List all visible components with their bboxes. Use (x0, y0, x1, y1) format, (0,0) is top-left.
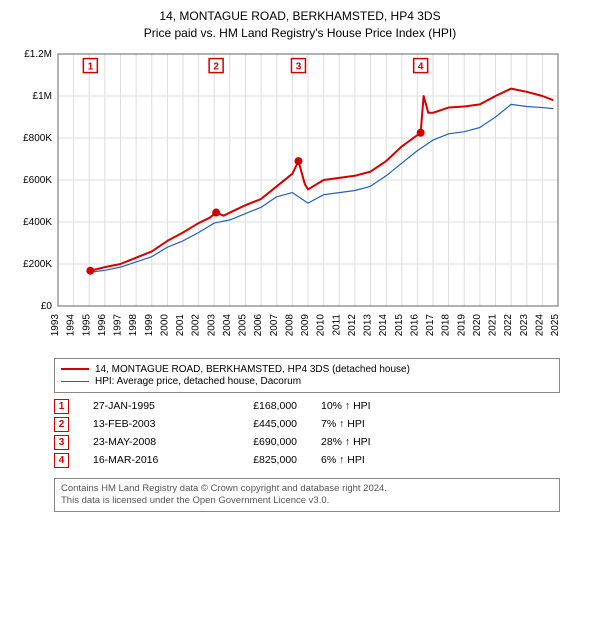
svg-text:£600K: £600K (23, 175, 52, 186)
svg-text:1998: 1998 (128, 313, 139, 336)
transaction-date: 27-JAN-1995 (93, 400, 193, 412)
transaction-delta: 7% ↑ HPI (321, 418, 411, 430)
svg-text:1996: 1996 (97, 313, 108, 336)
legend-label: HPI: Average price, detached house, Daco… (95, 376, 301, 387)
svg-text:2: 2 (213, 61, 219, 72)
svg-text:2020: 2020 (472, 313, 483, 336)
transaction-price: £690,000 (217, 436, 297, 448)
price-chart: £0 £200K £400K £600K £800K £1M £1.2M 1993 1994 19… (12, 48, 572, 348)
svg-text:2009: 2009 (300, 313, 311, 336)
svg-text:2008: 2008 (284, 313, 295, 336)
legend-swatch (61, 381, 89, 382)
transaction-price: £445,000 (217, 418, 297, 430)
transaction-date: 13-FEB-2003 (93, 418, 193, 430)
svg-text:2004: 2004 (222, 313, 233, 336)
svg-text:2015: 2015 (394, 313, 405, 336)
transaction-delta: 6% ↑ HPI (321, 454, 411, 466)
svg-text:1993: 1993 (50, 313, 61, 336)
legend: 14, MONTAGUE ROAD, BERKHAMSTED, HP4 3DS … (54, 358, 560, 393)
transaction-row: 2 13-FEB-2003 £445,000 7% ↑ HPI (54, 417, 560, 432)
transaction-marker: 1 (54, 399, 69, 414)
footer-line-1: Contains HM Land Registry data © Crown c… (61, 483, 553, 495)
chart-container: £0 £200K £400K £600K £800K £1M £1.2M 1993 1994 19… (12, 48, 588, 348)
transaction-delta: 10% ↑ HPI (321, 400, 411, 412)
transaction-row: 4 16-MAR-2016 £825,000 6% ↑ HPI (54, 453, 560, 468)
svg-text:4: 4 (418, 61, 424, 72)
title-line-1: 14, MONTAGUE ROAD, BERKHAMSTED, HP4 3DS (12, 8, 588, 25)
svg-text:2013: 2013 (363, 313, 374, 336)
svg-text:£200K: £200K (23, 259, 52, 270)
svg-text:2001: 2001 (175, 313, 186, 336)
svg-text:£800K: £800K (23, 133, 52, 144)
svg-text:1994: 1994 (66, 313, 77, 336)
transaction-row: 1 27-JAN-1995 £168,000 10% ↑ HPI (54, 399, 560, 414)
transaction-row: 3 23-MAY-2008 £690,000 28% ↑ HPI (54, 435, 560, 450)
footer-line-2: This data is licensed under the Open Gov… (61, 495, 553, 507)
svg-text:2006: 2006 (253, 313, 264, 336)
transactions-table: 1 27-JAN-1995 £168,000 10% ↑ HPI 2 13-FEB-200… (54, 399, 560, 468)
svg-text:2025: 2025 (550, 313, 561, 336)
title-line-2: Price paid vs. HM Land Registry's House … (12, 25, 588, 42)
transaction-price: £825,000 (217, 454, 297, 466)
svg-text:2010: 2010 (316, 313, 327, 336)
legend-row: HPI: Average price, detached house, Daco… (61, 376, 553, 387)
svg-text:2016: 2016 (409, 313, 420, 336)
chart-title: 14, MONTAGUE ROAD, BERKHAMSTED, HP4 3DS … (12, 8, 588, 42)
svg-text:2022: 2022 (503, 313, 514, 336)
svg-text:2000: 2000 (159, 313, 170, 336)
transaction-marker: 4 (54, 453, 69, 468)
svg-text:2017: 2017 (425, 313, 436, 336)
legend-row: 14, MONTAGUE ROAD, BERKHAMSTED, HP4 3DS … (61, 364, 553, 375)
svg-text:1997: 1997 (113, 313, 124, 336)
svg-text:£1.2M: £1.2M (24, 49, 52, 60)
transaction-marker: 3 (54, 435, 69, 450)
svg-text:2014: 2014 (378, 313, 389, 336)
svg-text:2002: 2002 (191, 313, 202, 336)
transaction-delta: 28% ↑ HPI (321, 436, 411, 448)
svg-text:2003: 2003 (206, 313, 217, 336)
svg-text:2023: 2023 (519, 313, 530, 336)
svg-text:2019: 2019 (456, 313, 467, 336)
transaction-date: 16-MAR-2016 (93, 454, 193, 466)
svg-text:2018: 2018 (441, 313, 452, 336)
svg-text:1995: 1995 (81, 313, 92, 336)
svg-text:1: 1 (88, 61, 94, 72)
footer-attribution: Contains HM Land Registry data © Crown c… (54, 478, 560, 513)
svg-text:2005: 2005 (238, 313, 249, 336)
svg-text:£400K: £400K (23, 217, 52, 228)
svg-text:2007: 2007 (269, 313, 280, 336)
svg-text:2011: 2011 (331, 313, 342, 335)
svg-text:2012: 2012 (347, 313, 358, 336)
svg-text:£0: £0 (41, 301, 53, 312)
svg-text:£1M: £1M (33, 91, 52, 102)
svg-text:2021: 2021 (488, 313, 499, 336)
legend-swatch (61, 368, 89, 370)
svg-text:3: 3 (296, 61, 302, 72)
transaction-price: £168,000 (217, 400, 297, 412)
legend-label: 14, MONTAGUE ROAD, BERKHAMSTED, HP4 3DS … (95, 364, 410, 375)
transaction-marker: 2 (54, 417, 69, 432)
svg-text:2024: 2024 (534, 313, 545, 336)
svg-text:1999: 1999 (144, 313, 155, 336)
transaction-date: 23-MAY-2008 (93, 436, 193, 448)
